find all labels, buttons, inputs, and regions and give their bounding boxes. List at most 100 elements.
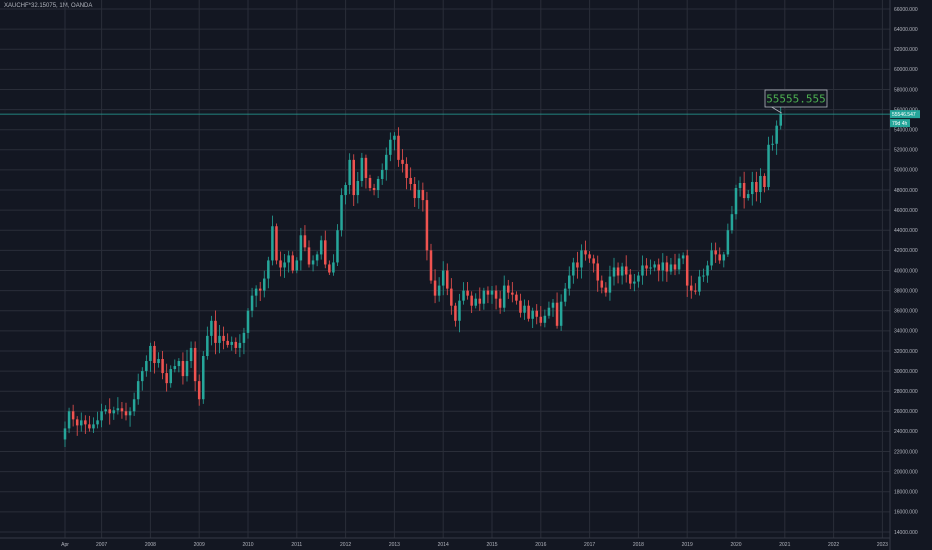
x-tick-label: 2021 [779, 542, 790, 548]
candle [763, 175, 766, 188]
y-tick-label: 18000.000 [894, 490, 918, 496]
candle [401, 159, 404, 164]
candle [563, 288, 567, 302]
candle [759, 175, 762, 193]
y-tick-label: 36000.000 [894, 309, 918, 315]
candle [173, 366, 177, 370]
candle [368, 177, 372, 189]
candle [380, 169, 384, 179]
candle [446, 270, 449, 289]
candle [307, 247, 311, 265]
candle [677, 258, 681, 270]
candle [551, 302, 555, 308]
candle [279, 260, 282, 268]
y-tick-label: 22000.000 [894, 449, 918, 455]
candle [511, 292, 514, 295]
price-axis: 14000.000 16000.000 18000.000 20000.000 2200… [894, 7, 918, 536]
candle [454, 305, 457, 321]
candle [588, 254, 591, 259]
x-tick-label: 2019 [682, 542, 693, 548]
y-tick-label: 58000.000 [894, 87, 918, 93]
x-tick-label: 2014 [438, 542, 449, 548]
y-tick-label: 52000.000 [894, 148, 918, 154]
candle [596, 263, 599, 281]
candle [523, 305, 526, 313]
candle [539, 316, 543, 323]
x-tick-label: 2023 [877, 542, 888, 548]
candle [360, 157, 364, 181]
candle [592, 258, 595, 264]
y-tick-label: 44000.000 [894, 228, 918, 234]
y-tick-label: 28000.000 [894, 389, 918, 395]
x-tick-label: 2007 [96, 542, 107, 548]
y-tick-label: 30000.000 [894, 369, 918, 375]
candle [486, 290, 490, 295]
candle [425, 200, 429, 251]
x-tick-label: 2018 [633, 542, 644, 548]
candle [690, 285, 693, 291]
candle [352, 159, 355, 196]
candle [433, 280, 437, 296]
y-tick-label: 50000.000 [894, 168, 918, 174]
x-tick-label: 2011 [291, 542, 302, 548]
y-tick-label: 40000.000 [894, 268, 918, 274]
candle [478, 298, 482, 304]
candle [482, 290, 486, 304]
candle [730, 214, 734, 231]
candle [507, 285, 510, 293]
candle [641, 265, 644, 276]
candle [612, 267, 616, 277]
candle [291, 255, 294, 271]
candle [299, 235, 303, 261]
candle [128, 411, 132, 416]
candle [600, 280, 604, 288]
candle [324, 240, 327, 265]
candle [604, 287, 608, 293]
candle [767, 144, 770, 188]
y-tick-label: 16000.000 [894, 510, 918, 516]
candle [238, 342, 242, 348]
y-tick-label: 20000.000 [894, 469, 918, 475]
candle [169, 369, 172, 384]
chart-grid [0, 0, 891, 550]
candle [104, 409, 107, 412]
y-tick-label: 64000.000 [894, 27, 918, 33]
y-tick-label: 38000.000 [894, 288, 918, 294]
candle [116, 408, 120, 411]
candle [210, 320, 213, 336]
candle [287, 255, 290, 263]
candle [584, 250, 587, 255]
candle [275, 226, 278, 261]
candle [738, 182, 742, 189]
y-tick-label: 34000.000 [894, 329, 918, 335]
candle [568, 275, 571, 289]
x-tick-label: 2008 [145, 542, 156, 548]
y-tick-label: 46000.000 [894, 208, 918, 214]
candle [437, 285, 441, 296]
candle [267, 260, 270, 279]
candle [706, 265, 709, 276]
candle [230, 341, 233, 345]
candle [319, 240, 323, 255]
candle [417, 190, 421, 199]
candle [580, 250, 583, 268]
candle [202, 355, 205, 400]
candle [527, 305, 530, 319]
x-tick-label: 2013 [389, 542, 400, 548]
candle [193, 347, 197, 382]
candle [466, 290, 469, 296]
countdown-label: 79d 4h [892, 121, 908, 127]
candle [157, 359, 160, 364]
candle [226, 340, 229, 345]
y-tick-label: 26000.000 [894, 409, 918, 415]
candle [685, 255, 689, 286]
current-price-badge [890, 110, 920, 119]
candle [624, 266, 628, 275]
candle [108, 409, 111, 414]
candle [555, 302, 559, 326]
candle [214, 320, 217, 343]
candle [502, 285, 506, 308]
candle [112, 410, 116, 414]
candle [474, 298, 477, 306]
